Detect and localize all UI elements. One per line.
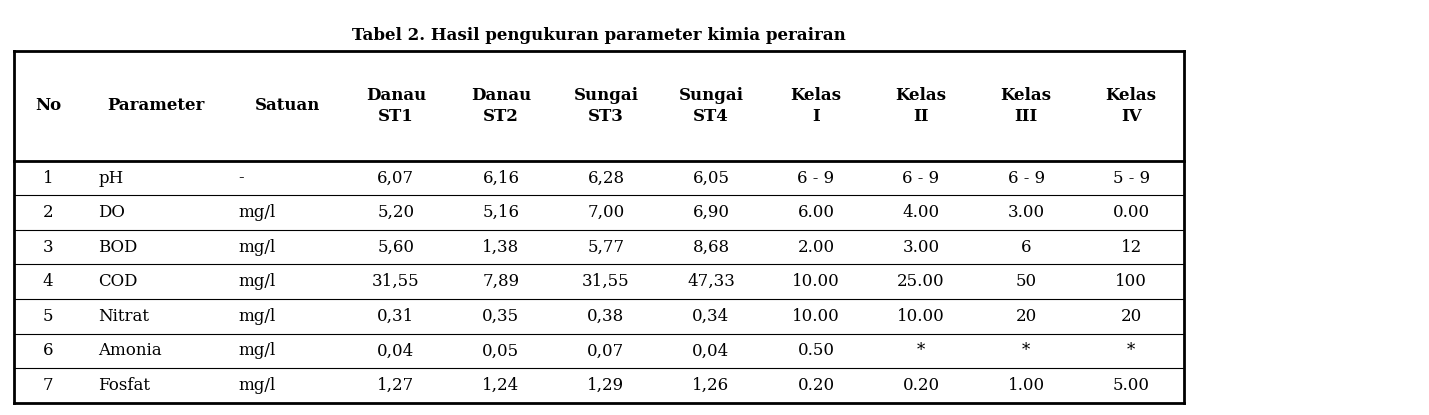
Text: 6,05: 6,05 [693, 169, 729, 186]
Text: COD: COD [99, 273, 137, 290]
Text: mg/l: mg/l [239, 308, 276, 325]
Text: 3.00: 3.00 [903, 239, 940, 256]
Text: 5: 5 [43, 308, 53, 325]
Text: 0,34: 0,34 [693, 308, 730, 325]
Text: 0.00: 0.00 [1113, 204, 1150, 221]
Text: Danau
ST2: Danau ST2 [470, 87, 532, 125]
Text: 5 - 9: 5 - 9 [1113, 169, 1150, 186]
Text: 6,16: 6,16 [483, 169, 519, 186]
Text: 1.00: 1.00 [1007, 377, 1045, 394]
Text: 6,07: 6,07 [377, 169, 414, 186]
Text: 6,90: 6,90 [693, 204, 729, 221]
Text: 6 - 9: 6 - 9 [903, 169, 940, 186]
Text: 8,68: 8,68 [693, 239, 730, 256]
Text: Parameter: Parameter [107, 98, 206, 114]
Text: *: * [1022, 342, 1030, 359]
Text: 0,35: 0,35 [483, 308, 520, 325]
Text: 0,31: 0,31 [377, 308, 414, 325]
Text: Danau
ST1: Danau ST1 [366, 87, 426, 125]
Text: mg/l: mg/l [239, 377, 276, 394]
Text: 2.00: 2.00 [797, 239, 835, 256]
Text: Satuan: Satuan [254, 98, 320, 114]
Text: 6 - 9: 6 - 9 [1007, 169, 1045, 186]
Text: Kelas
III: Kelas III [1000, 87, 1052, 125]
Text: 1,27: 1,27 [377, 377, 414, 394]
Text: 1,29: 1,29 [587, 377, 624, 394]
Text: Fosfat: Fosfat [99, 377, 150, 394]
Text: 0.20: 0.20 [797, 377, 835, 394]
Text: mg/l: mg/l [239, 204, 276, 221]
Text: 10.00: 10.00 [897, 308, 945, 325]
Text: mg/l: mg/l [239, 239, 276, 256]
Text: 7: 7 [43, 377, 53, 394]
Text: 6: 6 [1020, 239, 1032, 256]
Text: DO: DO [99, 204, 126, 221]
Text: 1,38: 1,38 [483, 239, 520, 256]
Text: Kelas
IV: Kelas IV [1106, 87, 1156, 125]
Text: 1,26: 1,26 [693, 377, 730, 394]
Text: 47,33: 47,33 [687, 273, 735, 290]
Text: 10.00: 10.00 [792, 308, 840, 325]
Text: 4.00: 4.00 [903, 204, 940, 221]
Text: 12: 12 [1120, 239, 1142, 256]
Text: 3: 3 [43, 239, 53, 256]
Text: No: No [34, 98, 61, 114]
Text: Kelas
II: Kelas II [896, 87, 946, 125]
Text: 10.00: 10.00 [792, 273, 840, 290]
Text: 25.00: 25.00 [897, 273, 945, 290]
Text: 0,38: 0,38 [587, 308, 624, 325]
Text: 31,55: 31,55 [582, 273, 630, 290]
Text: 20: 20 [1120, 308, 1142, 325]
Text: 5,16: 5,16 [483, 204, 519, 221]
Text: *: * [917, 342, 925, 359]
Text: 7,89: 7,89 [483, 273, 520, 290]
Text: 0.50: 0.50 [797, 342, 835, 359]
Text: mg/l: mg/l [239, 342, 276, 359]
Text: Amonia: Amonia [99, 342, 161, 359]
Text: 5,77: 5,77 [587, 239, 624, 256]
Text: 0,04: 0,04 [693, 342, 730, 359]
Text: 0,05: 0,05 [483, 342, 520, 359]
Text: 5,60: 5,60 [377, 239, 414, 256]
Text: 6.00: 6.00 [797, 204, 835, 221]
Text: 1: 1 [43, 169, 53, 186]
Text: Sungai
ST3: Sungai ST3 [573, 87, 639, 125]
Text: 0,04: 0,04 [377, 342, 414, 359]
Text: 20: 20 [1016, 308, 1036, 325]
Text: 6: 6 [43, 342, 53, 359]
Text: 4: 4 [43, 273, 53, 290]
Text: 5,20: 5,20 [377, 204, 414, 221]
Text: Tabel 2. Hasil pengukuran parameter kimia perairan: Tabel 2. Hasil pengukuran parameter kimi… [352, 27, 846, 44]
Text: mg/l: mg/l [239, 273, 276, 290]
Text: 100: 100 [1115, 273, 1147, 290]
Text: 0.20: 0.20 [903, 377, 940, 394]
Text: *: * [1127, 342, 1135, 359]
Text: 1,24: 1,24 [483, 377, 520, 394]
Text: 3.00: 3.00 [1007, 204, 1045, 221]
Text: Kelas
I: Kelas I [790, 87, 842, 125]
Text: Sungai
ST4: Sungai ST4 [679, 87, 743, 125]
Text: 6,28: 6,28 [587, 169, 624, 186]
Text: BOD: BOD [99, 239, 137, 256]
Text: -: - [239, 169, 244, 186]
Text: 50: 50 [1016, 273, 1036, 290]
Text: 2: 2 [43, 204, 53, 221]
Text: 0,07: 0,07 [587, 342, 624, 359]
Text: pH: pH [99, 169, 123, 186]
Text: 6 - 9: 6 - 9 [797, 169, 835, 186]
Text: 31,55: 31,55 [372, 273, 420, 290]
Text: Nitrat: Nitrat [99, 308, 149, 325]
Text: 7,00: 7,00 [587, 204, 624, 221]
Text: 5.00: 5.00 [1113, 377, 1149, 394]
